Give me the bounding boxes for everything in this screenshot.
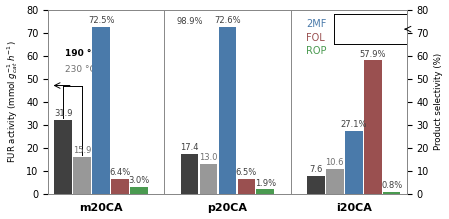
Text: 72.5%: 72.5% xyxy=(88,16,114,25)
Text: 57.9%: 57.9% xyxy=(360,49,386,59)
Y-axis label: Product selectivity (%): Product selectivity (%) xyxy=(435,53,444,150)
Text: 3.0%: 3.0% xyxy=(128,176,150,185)
Text: 15.9: 15.9 xyxy=(73,146,92,155)
Bar xyxy=(200,164,217,194)
Bar xyxy=(238,179,255,194)
Text: 27.1%: 27.1% xyxy=(340,120,367,129)
Text: 2MF: 2MF xyxy=(306,19,326,29)
Text: FOL: FOL xyxy=(306,33,325,42)
Bar xyxy=(364,60,382,194)
Y-axis label: FUR activity (mmol $g_{cat}^{-1}$ $h^{-1}$): FUR activity (mmol $g_{cat}^{-1}$ $h^{-1… xyxy=(5,40,21,163)
Text: 190 °C: 190 °C xyxy=(65,49,97,58)
Text: 0.8%: 0.8% xyxy=(381,181,402,190)
Text: 1.9%: 1.9% xyxy=(255,178,276,187)
Bar xyxy=(180,154,198,194)
Bar xyxy=(307,176,325,194)
Bar xyxy=(219,26,236,194)
Text: 17.4: 17.4 xyxy=(180,143,199,152)
Text: 230 °C: 230 °C xyxy=(65,65,95,74)
Bar xyxy=(111,179,129,194)
Text: 31.9: 31.9 xyxy=(54,110,73,118)
Text: 10.6: 10.6 xyxy=(326,159,344,168)
Bar xyxy=(92,27,110,194)
Bar xyxy=(73,157,91,194)
Bar xyxy=(383,192,401,194)
Text: 6.4%: 6.4% xyxy=(110,168,131,177)
Bar xyxy=(54,120,72,194)
Text: ROP: ROP xyxy=(306,46,326,56)
Bar xyxy=(345,131,363,194)
Text: 98.9%: 98.9% xyxy=(176,17,203,26)
Bar xyxy=(256,189,274,194)
Text: 72.6%: 72.6% xyxy=(214,16,241,25)
Text: 6.5%: 6.5% xyxy=(236,168,257,177)
Text: 7.6: 7.6 xyxy=(309,165,322,174)
Text: 13.0: 13.0 xyxy=(199,153,218,162)
Bar xyxy=(326,169,343,194)
Bar xyxy=(130,187,148,194)
